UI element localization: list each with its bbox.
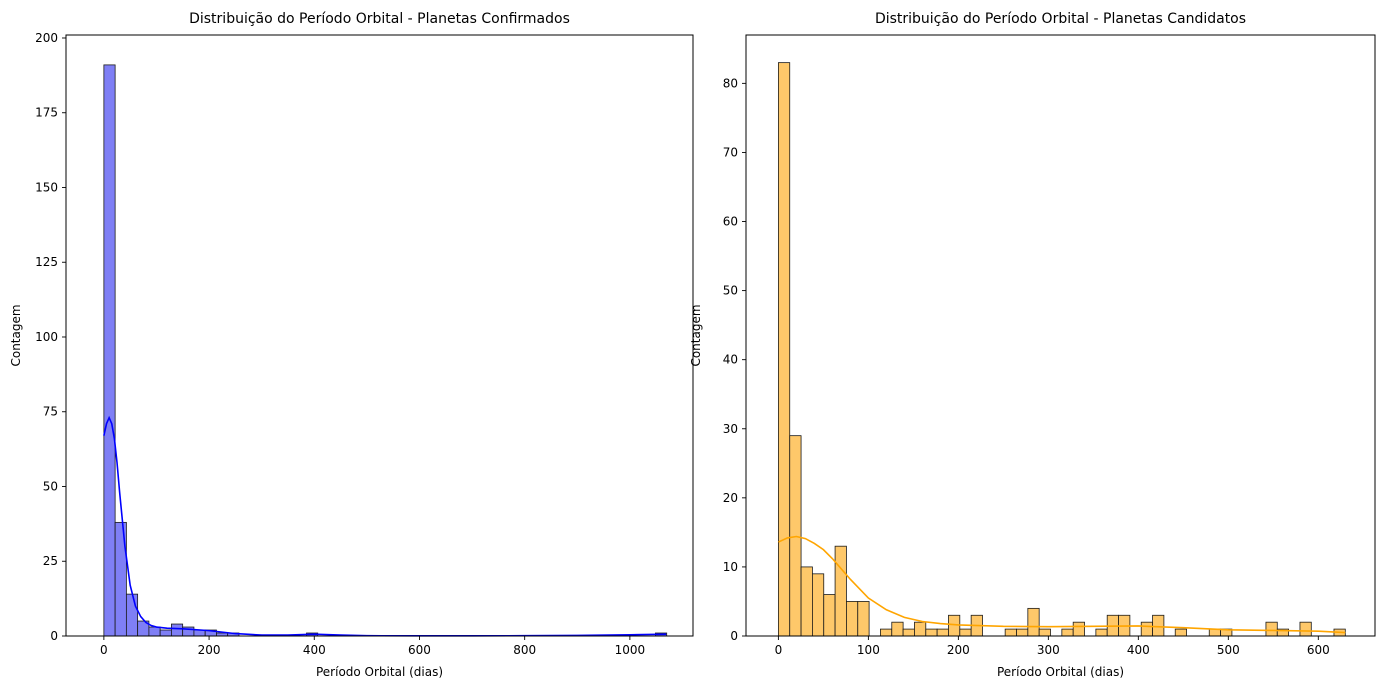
histogram-bar (800, 566, 813, 637)
axes-frame (65, 34, 694, 637)
histogram-bar (777, 62, 791, 637)
histogram-bar (823, 594, 836, 637)
x-axis-ticks: 0 200 400 600 800 1000 (100, 636, 645, 657)
x-axis-label: Período Orbital (dias) (997, 665, 1124, 679)
histogram-bar (857, 601, 870, 637)
chart-confirmed: 0 200 400 600 800 1000 0 25 50 75 100 125 150 175 200… (9, 11, 694, 679)
chart-candidates: 0 100 200 300 400 500 600 0 10 20 30 40 50 60 70 80 Di… (689, 11, 1376, 679)
y-tick-label: 40 (723, 353, 738, 367)
x-tick-label: 600 (1307, 643, 1330, 657)
histogram-bar (1095, 628, 1108, 637)
y-tick-label: 0 (50, 629, 58, 643)
histogram-bar (171, 623, 184, 637)
histogram-bar (1174, 628, 1187, 637)
x-tick-label: 400 (303, 643, 326, 657)
x-tick-label: 200 (947, 643, 970, 657)
x-tick-label: 800 (513, 643, 536, 657)
histogram-bar (789, 435, 802, 637)
y-tick-label: 50 (723, 284, 738, 298)
y-tick-label: 60 (723, 215, 738, 229)
y-tick-label: 0 (730, 629, 738, 643)
histogram-bar (1152, 614, 1165, 637)
y-tick-label: 30 (723, 422, 738, 436)
kde-curve (778, 535, 1346, 634)
x-tick-label: 400 (1127, 643, 1150, 657)
y-tick-label: 100 (35, 330, 58, 344)
kde-curve (103, 415, 667, 637)
y-tick-label: 75 (43, 405, 58, 419)
x-tick-label: 200 (198, 643, 221, 657)
histogram-bar (891, 621, 904, 637)
histogram-bar (812, 573, 825, 637)
chart-title: Distribuição do Período Orbital - Planet… (189, 11, 570, 27)
y-tick-label: 125 (35, 255, 58, 269)
y-tick-label: 70 (723, 145, 738, 159)
histogram-bar (159, 629, 172, 637)
y-axis-ticks: 0 10 20 30 40 50 60 70 80 (723, 76, 746, 643)
x-tick-label: 100 (857, 643, 880, 657)
histogram-bar (1061, 628, 1074, 637)
y-axis-label: Contagem (689, 304, 703, 366)
y-tick-label: 150 (35, 180, 58, 194)
histogram-bars (777, 62, 1346, 637)
x-tick-label: 500 (1217, 643, 1240, 657)
histogram-bar (925, 628, 938, 637)
y-axis-ticks: 0 25 50 75 100 125 150 175 200 (35, 31, 66, 643)
histogram-bar (148, 626, 161, 637)
histogram-bar (1140, 621, 1153, 637)
y-tick-label: 20 (723, 491, 738, 505)
y-tick-label: 80 (723, 76, 738, 90)
x-tick-label: 300 (1037, 643, 1060, 657)
y-tick-label: 10 (723, 560, 738, 574)
histogram-bar (902, 628, 915, 637)
histogram-bar (1038, 628, 1051, 637)
histogram-bar (880, 628, 893, 637)
histogram-bar (1299, 621, 1312, 637)
y-axis-label: Contagem (9, 304, 23, 366)
histogram-bar (914, 621, 927, 637)
histogram-bar (1004, 628, 1017, 637)
histogram-bar (834, 545, 847, 637)
y-tick-label: 175 (35, 106, 58, 120)
axes-frame (745, 34, 1376, 637)
histogram-bar (125, 593, 139, 637)
histogram-bar (959, 628, 972, 637)
x-axis-label: Período Orbital (dias) (316, 665, 443, 679)
histogram-bar (103, 64, 116, 637)
histogram-bar (846, 601, 859, 637)
histogram-bar (1265, 621, 1278, 637)
histogram-bars (103, 64, 668, 637)
x-tick-label: 600 (408, 643, 431, 657)
y-tick-label: 50 (43, 479, 58, 493)
x-tick-label: 0 (775, 643, 783, 657)
x-tick-label: 0 (100, 643, 108, 657)
histogram-bar (1027, 607, 1040, 637)
x-tick-label: 1000 (615, 643, 646, 657)
y-tick-label: 200 (35, 31, 58, 45)
x-axis-ticks: 0 100 200 300 400 500 600 (775, 636, 1330, 657)
y-tick-label: 25 (43, 554, 58, 568)
chart-title: Distribuição do Período Orbital - Planet… (875, 11, 1246, 27)
histogram-bar (1016, 628, 1029, 637)
histogram-bar (1072, 621, 1085, 637)
histogram-bar (936, 628, 949, 637)
